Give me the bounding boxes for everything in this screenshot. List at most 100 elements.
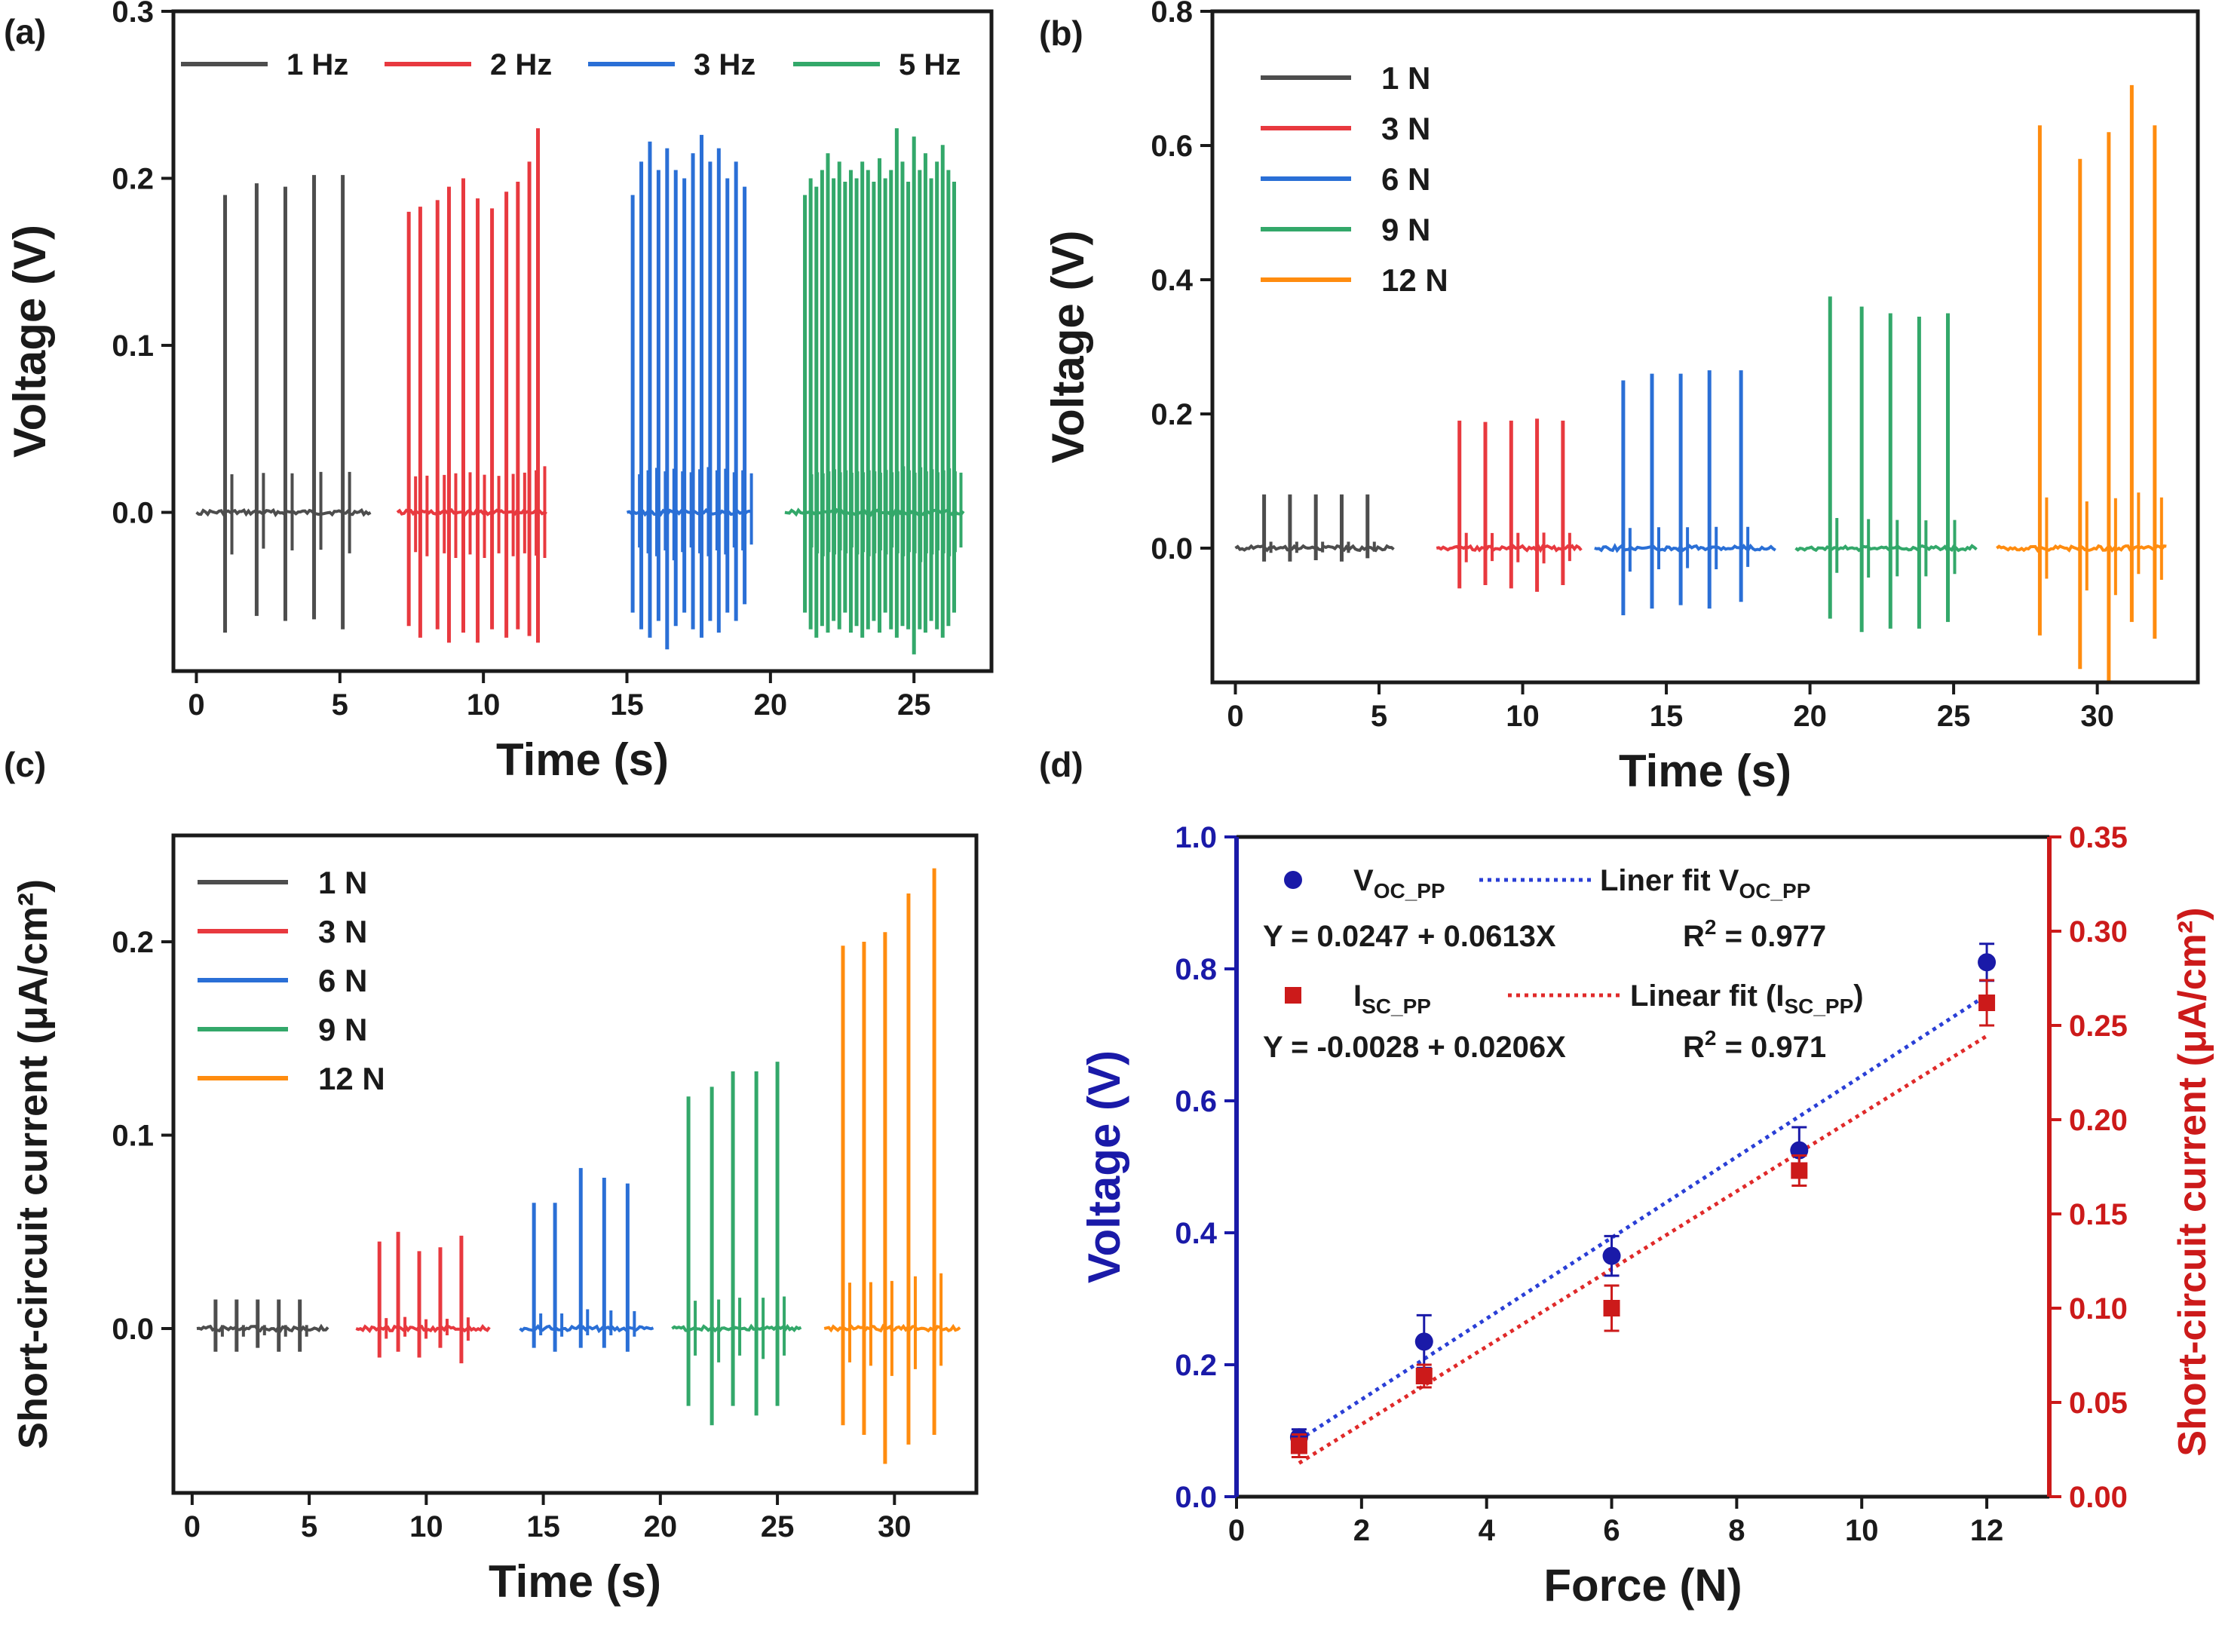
- ytick-label-left-d: 0.8: [1175, 953, 1217, 986]
- fit-line-1: [1298, 1034, 1988, 1465]
- xtick-label-c: 15: [526, 1510, 560, 1543]
- xtick-label-a: 10: [467, 688, 501, 722]
- legend-fit-label-d: Liner fit VOC_PP: [1600, 864, 1810, 903]
- legend-label-c: 3 N: [318, 914, 367, 949]
- y-axis-label-left-d: Voltage (V): [1079, 1050, 1129, 1283]
- xtick-label-c: 5: [301, 1510, 317, 1543]
- xtick-label-a: 25: [897, 688, 931, 722]
- xtick-label-d: 4: [1479, 1514, 1496, 1547]
- legend-marker-square: [1285, 987, 1301, 1004]
- legend-label-a: 3 Hz: [694, 48, 755, 81]
- text-span: = 0.977: [1716, 920, 1826, 953]
- panel-label-a: (a): [4, 12, 46, 51]
- legend-label-a: 1 Hz: [287, 48, 348, 81]
- y-axis-label-a: Voltage (V): [5, 225, 55, 458]
- ytick-label-left-d: 1.0: [1175, 821, 1217, 854]
- text-span: I: [1353, 979, 1362, 1013]
- xtick-label-c: 25: [761, 1510, 795, 1543]
- xtick-label-d: 12: [1970, 1514, 2004, 1547]
- xtick-label-b: 30: [2080, 700, 2114, 733]
- xtick-label-b: 0: [1227, 700, 1243, 733]
- ytick-label-b: 0.0: [1151, 532, 1193, 565]
- y-axis-label-c: Short-circuit current (μA/cm²): [11, 879, 56, 1449]
- ytick-label-b: 0.4: [1151, 264, 1193, 297]
- ytick-label-right-d: 0.30: [2069, 915, 2128, 949]
- text-span: Liner fit V: [1600, 864, 1739, 897]
- text-span: R: [1683, 1031, 1705, 1064]
- legend-label-c: 12 N: [318, 1061, 385, 1096]
- legend-label-c: 1 N: [318, 865, 367, 900]
- x-axis-label-c: Time (s): [489, 1556, 661, 1607]
- legend-label-b: 6 N: [1381, 161, 1430, 197]
- ytick-label-left-d: 0.6: [1175, 1085, 1217, 1118]
- xtick-label-d: 8: [1728, 1514, 1745, 1547]
- ytick-label-left-d: 0.4: [1175, 1217, 1217, 1250]
- ytick-label-b: 0.6: [1151, 130, 1193, 163]
- xtick-label-a: 20: [754, 688, 788, 722]
- fit-equation-d: Y = -0.0028 + 0.0206X: [1263, 1031, 1566, 1064]
- xtick-label-b: 20: [1793, 700, 1827, 733]
- point-V_OC_PP-4: [1978, 953, 1997, 972]
- xtick-label-d: 2: [1353, 1514, 1370, 1547]
- fit-line-0: [1298, 993, 1988, 1442]
- legend-a: 1 Hz 2 Hz 3 Hz 5 Hz: [181, 48, 961, 81]
- text-span: OC_PP: [1739, 879, 1810, 903]
- ytick-label-c: 0.0: [112, 1313, 154, 1346]
- point-I_SC_PP-3: [1791, 1162, 1808, 1179]
- xtick-label-c: 20: [644, 1510, 678, 1543]
- text-span: OC_PP: [1374, 879, 1445, 903]
- text-span: SC_PP: [1784, 995, 1853, 1018]
- superscript-two: 2: [1705, 1026, 1717, 1050]
- legend-marker-circle: [1284, 871, 1302, 889]
- text-span: SC_PP: [1362, 995, 1431, 1018]
- text-span: ): [1853, 979, 1863, 1013]
- legend-fit-label-d: Linear fit (ISC_PP): [1630, 979, 1864, 1018]
- legend-label-d: ISC_PP: [1353, 979, 1431, 1018]
- legend-label-b: 9 N: [1381, 212, 1430, 247]
- panel-label-d: (d): [1039, 745, 1083, 784]
- text-span: R: [1683, 920, 1705, 953]
- xtick-label-b: 25: [1937, 700, 1971, 733]
- xtick-label-d: 0: [1228, 1514, 1245, 1547]
- fit-r2-d: R2 = 0.977: [1683, 915, 1826, 953]
- text-span: V: [1353, 864, 1374, 897]
- ytick-label-c: 0.1: [112, 1120, 154, 1153]
- text-span: Linear fit (I: [1630, 979, 1784, 1013]
- xtick-label-b: 5: [1371, 700, 1387, 733]
- ytick-label-right-d: 0.25: [2069, 1010, 2128, 1043]
- ytick-label-b: 0.8: [1151, 0, 1193, 29]
- legend-label-c: 6 N: [318, 963, 367, 998]
- legend-label-d: VOC_PP: [1353, 864, 1445, 903]
- x-axis-label-a: Time (s): [496, 734, 669, 785]
- ytick-label-left-d: 0.0: [1175, 1481, 1217, 1514]
- fit-equation-d: Y = 0.0247 + 0.0613X: [1263, 920, 1556, 953]
- point-I_SC_PP-0: [1290, 1437, 1307, 1454]
- legend-label-b: 12 N: [1381, 262, 1448, 298]
- ytick-label-left-d: 0.2: [1175, 1349, 1217, 1382]
- ytick-label-a: 0.1: [112, 329, 154, 363]
- fit-r2-d: R2 = 0.971: [1683, 1026, 1826, 1064]
- xtick-label-b: 10: [1506, 700, 1540, 733]
- y-axis-label-right-d: Short-circuit current (μA/cm²): [2171, 907, 2214, 1456]
- x-axis-label-b: Time (s): [1619, 746, 1791, 796]
- point-I_SC_PP-4: [1978, 995, 1996, 1011]
- xtick-label-b: 15: [1650, 700, 1684, 733]
- xtick-label-a: 5: [332, 688, 348, 722]
- ytick-label-right-d: 0.15: [2069, 1198, 2128, 1231]
- legend-label-c: 9 N: [318, 1012, 367, 1047]
- x-axis-label-d: Force (N): [1543, 1560, 1742, 1611]
- panel-label-b: (b): [1039, 14, 1083, 53]
- ytick-label-a: 0.0: [112, 497, 154, 530]
- xtick-label-a: 0: [188, 688, 204, 722]
- legend-label-a: 2 Hz: [490, 48, 552, 81]
- xtick-label-d: 10: [1845, 1514, 1879, 1547]
- panel-a: (a) 0 5 10 15 20 25 0.0 0.1 0.2 0.3 Time (s) Voltag…: [4, 0, 994, 785]
- point-V_OC_PP-2: [1602, 1246, 1621, 1265]
- plot-frame-b: [1210, 9, 2200, 685]
- ytick-label-right-d: 0.35: [2069, 821, 2128, 854]
- legend-label-b: 1 N: [1381, 60, 1430, 96]
- text-span: = 0.971: [1716, 1031, 1826, 1064]
- panel-d: (d) 0 2 4 6 8 10 12 0.0 0.2 0.4 0.6 0.8 1.0 0.00 0.05 0…: [1039, 745, 2214, 1611]
